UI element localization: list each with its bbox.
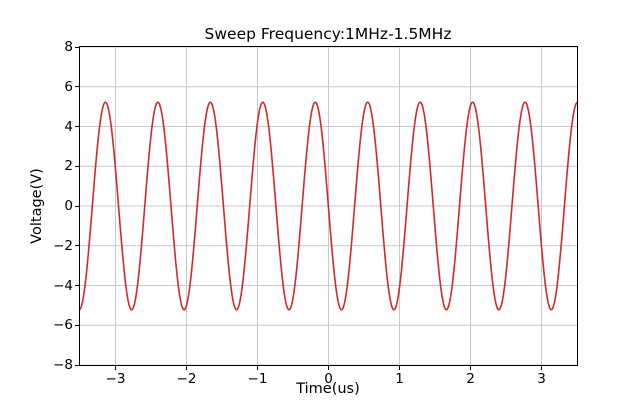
y-tick-mark: [75, 86, 79, 88]
chart-title: Sweep Frequency:1MHz-1.5MHz: [204, 25, 452, 43]
y-tick-mark: [75, 205, 79, 207]
x-tick-label: 1: [395, 371, 404, 387]
y-tick-label: 2: [64, 158, 73, 175]
y-tick-mark: [75, 165, 79, 167]
y-tick-mark: [75, 126, 79, 127]
waveform-plot: [80, 47, 577, 365]
x-tick-mark: [328, 366, 329, 370]
x-tick-mark: [541, 366, 542, 370]
x-tick-mark: [257, 366, 258, 370]
y-tick-label: 8: [64, 39, 73, 55]
voltage-waveform-line: [80, 101, 577, 311]
y-tick-mark: [75, 324, 79, 326]
y-tick-mark: [75, 285, 79, 286]
x-tick-mark: [470, 366, 471, 370]
x-tick-mark: [399, 366, 400, 370]
x-tick-mark: [115, 366, 116, 370]
x-tick-label: −2: [176, 371, 197, 387]
y-tick-label: −6: [53, 317, 73, 334]
x-axis-label: Time(us): [296, 381, 360, 397]
x-tick-label: −1: [247, 371, 268, 387]
plot-area: [79, 46, 578, 366]
y-tick-label: −4: [53, 277, 73, 294]
x-tick-label: −3: [105, 371, 126, 387]
y-tick-mark: [75, 245, 79, 247]
y-tick-label: 0: [64, 198, 73, 214]
x-tick-label: 0: [324, 371, 333, 387]
y-tick-label: 4: [64, 118, 73, 135]
grid-lines: [80, 47, 577, 365]
y-tick-mark: [75, 46, 79, 48]
x-tick-label: 2: [466, 371, 475, 387]
y-tick-label: 6: [64, 78, 73, 95]
y-tick-mark: [75, 364, 79, 366]
x-tick-label: 3: [537, 371, 546, 387]
x-tick-mark: [186, 366, 187, 370]
y-tick-label: −2: [53, 237, 73, 254]
y-tick-label: −8: [53, 357, 73, 373]
